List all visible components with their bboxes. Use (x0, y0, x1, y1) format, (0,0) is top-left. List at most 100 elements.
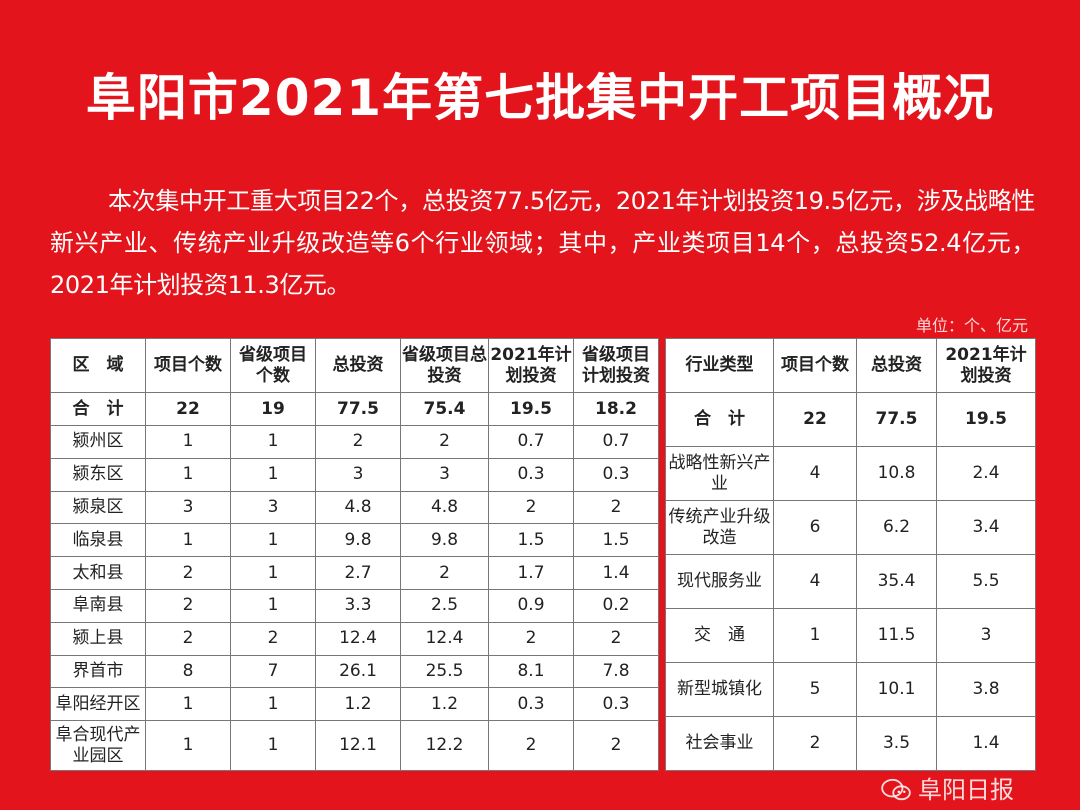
table-cell: 18.2 (573, 392, 659, 426)
watermark-text: 阜阳日报 (918, 776, 1014, 804)
table-cell: 1 (230, 720, 316, 772)
table-cell: 19 (230, 392, 316, 426)
table-cell: 0.3 (488, 457, 574, 492)
table-cell: 2 (400, 556, 489, 590)
table-row: 颍东区 1 1 3 3 0.3 0.3 (50, 457, 659, 492)
table-cell: 交 通 (665, 608, 774, 663)
table-cell: 19.5 (488, 392, 574, 426)
table-cell: 0.3 (488, 687, 574, 722)
table-cell: 2 (573, 720, 659, 772)
table-cell: 0.7 (573, 425, 659, 459)
table-cell: 12.4 (400, 621, 489, 656)
table-cell: 2 (488, 621, 574, 656)
table-cell: 4 (773, 446, 857, 501)
table-cell: 1.5 (488, 523, 574, 558)
table-row: 传统产业升级改造 6 6.2 3.4 (665, 500, 1036, 555)
table-cell: 社会事业 (665, 716, 774, 771)
table-row: 颍州区 1 1 2 2 0.7 0.7 (50, 425, 659, 459)
table-cell: 3 (145, 490, 231, 525)
table-cell: 1.7 (488, 556, 574, 590)
region-table: 区 域项目个数 省级项目个数 总投资 省级项目总投资 2021年计划投资 省级项目计划投资… (50, 338, 659, 772)
table-cell: 3 (936, 608, 1036, 663)
table-cell: 颍东区 (50, 457, 146, 492)
table-row: 颍上县 2 2 12.4 12.4 2 2 (50, 621, 659, 656)
table-cell: 22 (773, 392, 857, 447)
table-cell: 4.8 (315, 490, 401, 525)
table-cell: 7 (230, 654, 316, 689)
table-cell: 1 (145, 720, 231, 772)
table-cell: 新型城镇化 (665, 662, 774, 717)
table-cell: 1 (773, 608, 857, 663)
table-cell: 太和县 (50, 556, 146, 590)
table-cell: 12.2 (400, 720, 489, 772)
table-row: 界首市 8 7 26.1 25.5 8.1 7.8 (50, 654, 659, 689)
table-cell: 传统产业升级改造 (665, 500, 774, 555)
column-header: 总投资 (856, 338, 937, 393)
table-cell: 3.5 (856, 716, 937, 771)
table-cell: 77.5 (856, 392, 937, 447)
table-row: 交 通 1 11.5 3 (665, 608, 1036, 663)
column-header: 项目个数 (145, 338, 231, 393)
table-cell: 3.8 (936, 662, 1036, 717)
table-cell: 1.2 (400, 687, 489, 722)
table-cell: 阜合现代产业园区 (50, 720, 146, 772)
table-cell: 颍泉区 (50, 490, 146, 525)
page-title: 阜阳市2021年第七批集中开工项目概况 (85, 69, 995, 127)
table-cell: 3.3 (315, 588, 401, 623)
table-cell: 2 (145, 621, 231, 656)
table-cell: 8.1 (488, 654, 574, 689)
column-header: 区 域 (50, 338, 146, 393)
table-cell: 2 (773, 716, 857, 771)
column-header: 省级项目总投资 (400, 338, 489, 393)
table-cell: 阜南县 (50, 588, 146, 623)
table-row: 现代服务业 4 35.4 5.5 (665, 554, 1036, 609)
table-cell: 合 计 (665, 392, 774, 447)
column-header: 行业类型 (665, 338, 774, 393)
table-cell: 1 (230, 523, 316, 558)
table-cell: 合 计 (50, 392, 146, 426)
table-cell: 0.3 (573, 457, 659, 492)
table-cell: 19.5 (936, 392, 1036, 447)
table-cell: 1 (230, 556, 316, 590)
table-cell: 2.4 (936, 446, 1036, 501)
table-cell: 10.8 (856, 446, 937, 501)
table-cell: 颍州区 (50, 425, 146, 459)
table-cell: 1 (145, 523, 231, 558)
table-cell: 9.8 (400, 523, 489, 558)
total-row: 合 计 22 19 77.5 75.4 19.5 18.2 (50, 392, 659, 426)
table-cell: 7.8 (573, 654, 659, 689)
table-cell: 2 (573, 490, 659, 525)
column-header: 省级项目个数 (230, 338, 316, 393)
table-cell: 1 (230, 425, 316, 459)
table-cell: 0.3 (573, 687, 659, 722)
table-row: 阜合现代产业园区 1 1 12.1 12.2 2 2 (50, 720, 659, 772)
table-cell: 2 (315, 425, 401, 459)
table-cell: 3.4 (936, 500, 1036, 555)
table-cell: 4 (773, 554, 857, 609)
table-cell: 5 (773, 662, 857, 717)
table-cell: 1 (145, 687, 231, 722)
table-cell: 1 (230, 457, 316, 492)
table-cell: 3 (315, 457, 401, 492)
table-row: 颍泉区 3 3 4.8 4.8 2 2 (50, 490, 659, 525)
table-cell: 2 (488, 720, 574, 772)
table-cell: 0.7 (488, 425, 574, 459)
table-cell: 现代服务业 (665, 554, 774, 609)
intro-paragraph: 本次集中开工重大项目22个，总投资77.5亿元，2021年计划投资19.5亿元，… (50, 187, 1035, 299)
table-cell: 2 (145, 556, 231, 590)
table-cell: 5.5 (936, 554, 1036, 609)
table-header-row: 区 域项目个数 省级项目个数 总投资 省级项目总投资 2021年计划投资 省级项目计划投资 (50, 338, 659, 393)
table-cell: 临泉县 (50, 523, 146, 558)
table-cell: 77.5 (315, 392, 401, 426)
table-cell: 2 (230, 621, 316, 656)
table-row: 新型城镇化 5 10.1 3.8 (665, 662, 1036, 717)
table-cell: 11.5 (856, 608, 937, 663)
wechat-icon (881, 778, 911, 801)
table-cell: 2.7 (315, 556, 401, 590)
table-row: 战略性新兴产业 4 10.8 2.4 (665, 446, 1036, 501)
column-header: 2021年计划投资 (936, 338, 1036, 393)
industry-table: 行业类型 项目个数 总投资 2021年计划投资 合 计 22 77.5 19.5 战略性新兴产… (665, 338, 1036, 771)
table-cell: 8 (145, 654, 231, 689)
table-cell: 0.2 (573, 588, 659, 623)
table-cell: 1.5 (573, 523, 659, 558)
